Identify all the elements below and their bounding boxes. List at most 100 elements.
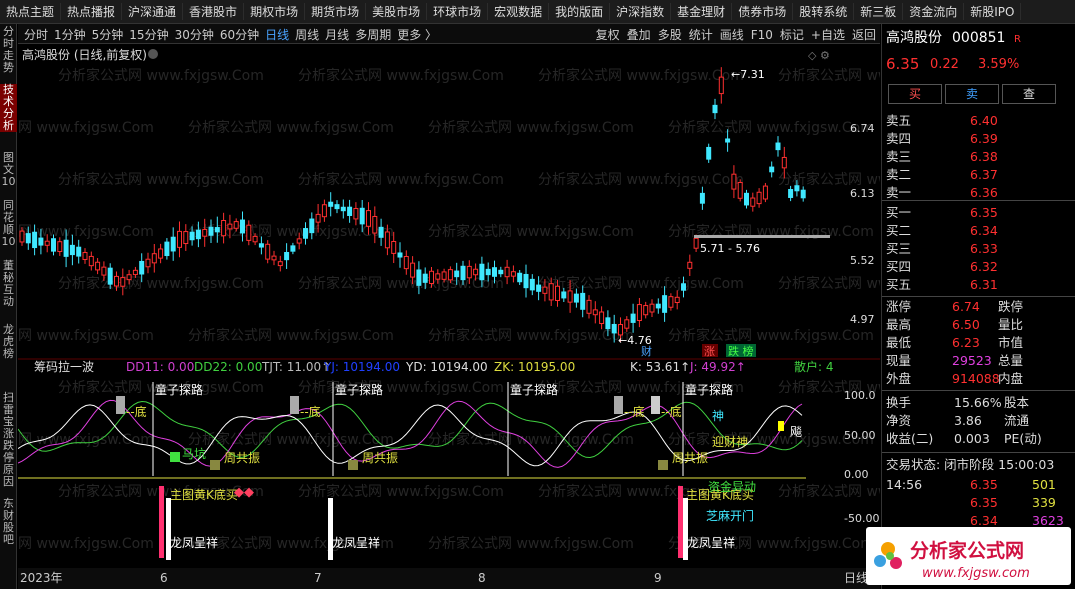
tool-button[interactable]: +自选 <box>810 28 845 42</box>
candle-body <box>309 218 315 234</box>
watermark-text: 分析家公式网 www.fxjgsw.Com <box>428 535 634 552</box>
period-tab[interactable]: 1分钟 <box>54 28 86 42</box>
period-tab[interactable]: 30分钟 <box>174 28 214 42</box>
leftbar-item[interactable]: 图文10 <box>1 151 16 188</box>
topnav-item[interactable]: 资金流向 <box>903 3 965 20</box>
magenta-line <box>18 399 803 468</box>
leftbar-item[interactable]: 涨跌停原因 <box>3 427 14 488</box>
candle-body <box>681 283 686 291</box>
tool-button[interactable]: 统计 <box>688 28 713 42</box>
tool-button[interactable]: F10 <box>750 28 773 42</box>
period-tab[interactable]: 分时 <box>24 28 49 42</box>
tool-button[interactable]: 多股 <box>657 28 682 42</box>
watermark-text: 分析家公式网 www.fxjgsw.Com <box>778 483 880 500</box>
period-tab[interactable]: 月线 <box>325 28 350 42</box>
candle-body <box>624 319 630 329</box>
ind-sanhu: 散户: 4 <box>794 359 834 374</box>
candle-body <box>177 230 182 248</box>
topnav-item[interactable]: 期权市场 <box>244 3 306 20</box>
candle-body <box>296 238 302 244</box>
watermark-text: 分析家公式网 www.fxjgsw.Com <box>188 223 394 240</box>
change-pct: 3.59% <box>978 57 1020 72</box>
leftbar-item[interactable]: 技术分析 <box>0 84 17 132</box>
di-bar <box>614 396 623 414</box>
chart-toolbar: 分时 1分钟 5分钟 15分钟 30分钟 60分钟 日线 周线 月线 多周期 更多 〉 复权 叠加 多股… <box>18 24 880 44</box>
period-tab[interactable]: 日线 <box>265 28 290 42</box>
topnav-item[interactable]: 基金理财 <box>671 3 733 20</box>
ind-value: ZK: 10195.00 <box>494 360 575 374</box>
stat-value: 6.23 <box>952 335 980 350</box>
topnav-item[interactable]: 股转系统 <box>793 3 855 20</box>
candle-body <box>580 292 586 310</box>
topnav-item[interactable]: 宏观数据 <box>488 3 550 20</box>
ziji-label: 资金异动 <box>708 479 756 494</box>
gongzhen-box <box>348 460 358 470</box>
divider <box>882 452 1075 453</box>
topnav-item[interactable]: 热点主题 <box>0 3 62 20</box>
longfeng-bar <box>683 498 688 560</box>
topnav-item[interactable]: 环球市场 <box>427 3 489 20</box>
topnav-item[interactable]: 新股IPO <box>964 3 1022 20</box>
leftbar-item[interactable]: 东财股吧 <box>3 497 14 546</box>
tool-button[interactable]: 叠加 <box>626 28 651 42</box>
title-dropdown-icon[interactable] <box>148 49 158 59</box>
tool-button[interactable]: 复权 <box>595 28 620 42</box>
chart-settings-icon[interactable]: ◇ ⚙ <box>808 49 830 62</box>
period-tab[interactable]: 周线 <box>295 28 320 42</box>
candle-body <box>454 270 460 278</box>
leftbar-item[interactable]: 分时走势 <box>3 25 14 74</box>
candle-body <box>158 248 164 259</box>
stat2-value: 15.66% <box>954 395 1002 410</box>
topnav-item[interactable]: 期货市场 <box>305 3 367 20</box>
candle-body <box>592 309 598 316</box>
di-bar <box>290 396 299 414</box>
low-label: ←4.76 <box>618 334 652 347</box>
trade-button[interactable]: 查 <box>1002 84 1056 104</box>
candle-body <box>737 181 743 199</box>
leftbar-item[interactable]: 董秘互动 <box>3 259 14 308</box>
leftbar-item[interactable]: 扫雷宝 <box>3 391 14 428</box>
leftbar-item[interactable]: 同花顺10 <box>1 199 16 248</box>
di-label: --底 <box>300 404 321 419</box>
divider <box>882 390 1075 391</box>
period-tab[interactable]: 60分钟 <box>219 28 260 42</box>
price-tick: 4.97 <box>850 313 875 326</box>
kline-chart[interactable]: 分析家公式网 www.fxjgsw.Com 分析家公式网 www.fxjgsw.C… <box>18 44 880 589</box>
topnav-item[interactable]: 热点播报 <box>61 3 123 20</box>
candle-body <box>132 269 138 276</box>
tool-button[interactable]: 画线 <box>719 28 744 42</box>
candle-body <box>542 286 548 294</box>
candle-body <box>668 296 674 308</box>
ask-label: 卖一 <box>886 185 912 200</box>
ind-j: J: 49.92↑ <box>689 360 746 374</box>
topnav-item[interactable]: 我的版面 <box>549 3 611 20</box>
leftbar-item[interactable]: 龙虎榜 <box>3 323 14 360</box>
mafeng-label: 马坑 <box>182 446 206 461</box>
stock-name: 高鸿股份 <box>886 30 942 46</box>
candle-body <box>82 252 88 260</box>
watermark-text: 分析家公式网 www.fxjgsw.Com <box>58 379 264 396</box>
candle-body <box>76 246 82 257</box>
watermark-text: 分析家公式网 www.fxjgsw.Com <box>58 171 264 188</box>
tool-button[interactable]: 返回 <box>851 28 876 42</box>
candle-body <box>731 173 737 190</box>
period-tab[interactable]: 5分钟 <box>91 28 124 42</box>
trade-button[interactable]: 卖 <box>945 84 999 104</box>
topnav-item[interactable]: 债券市场 <box>732 3 794 20</box>
period-tabs: 分时 1分钟 5分钟 15分钟 30分钟 60分钟 日线 周线 月线 多周期 更多 〉 <box>24 26 443 43</box>
tool-button[interactable]: 标记 <box>779 28 804 42</box>
stat-label-2: 量比 <box>998 317 1024 332</box>
gongzhen-label: 周共振 <box>362 451 398 465</box>
period-tab[interactable]: 15分钟 <box>129 28 169 42</box>
topnav-item[interactable]: 香港股市 <box>183 3 245 20</box>
period-tab[interactable]: 更多 〉 <box>397 28 438 42</box>
topnav-item[interactable]: 沪深指数 <box>610 3 672 20</box>
topnav-item[interactable]: 美股市场 <box>366 3 428 20</box>
topnav-item[interactable]: 新三板 <box>854 3 904 20</box>
stat2-label-2: 股本 <box>1004 395 1030 410</box>
trade-button[interactable]: 买 <box>888 84 942 104</box>
stat-label: 现量 <box>886 353 912 368</box>
topnav-item[interactable]: 沪深通通 <box>122 3 184 20</box>
ask-label: 卖四 <box>886 131 912 146</box>
period-tab[interactable]: 多周期 <box>355 28 392 42</box>
